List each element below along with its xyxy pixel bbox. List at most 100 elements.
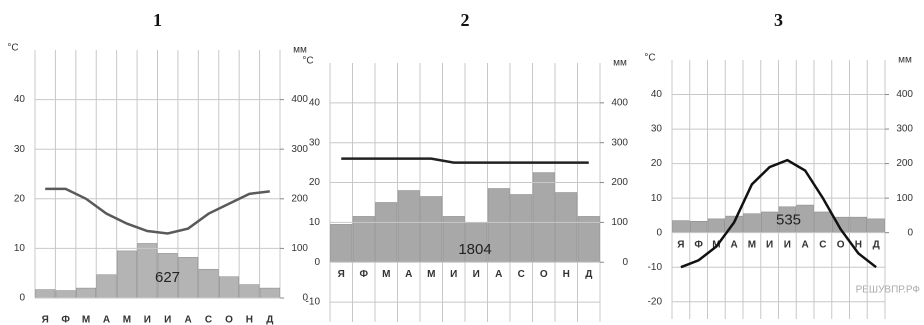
y2-tick-label: 400 bbox=[896, 89, 913, 100]
precip-bar bbox=[577, 216, 600, 263]
y-tick-label: 0 bbox=[19, 293, 25, 304]
y2-axis-label: мм bbox=[293, 45, 307, 56]
y-tick-label: -10 bbox=[648, 262, 663, 273]
y-tick-label: 20 bbox=[14, 193, 26, 204]
x-tick-label: Д bbox=[873, 239, 880, 250]
precip-bar bbox=[397, 190, 420, 263]
y2-tick-label: 100 bbox=[896, 193, 913, 204]
precip-total: 535 bbox=[776, 212, 801, 229]
y2-tick-label: 200 bbox=[896, 158, 913, 169]
y2-tick-label: 200 bbox=[291, 193, 308, 204]
y-tick-label: 10 bbox=[651, 193, 663, 204]
temperature-line bbox=[45, 187, 270, 235]
precip-bar bbox=[178, 257, 199, 299]
precip-bar bbox=[690, 221, 708, 233]
precip-bar bbox=[707, 218, 725, 233]
x-tick-label: М bbox=[748, 239, 756, 250]
watermark: РЕШУВПР.РФ bbox=[856, 285, 921, 296]
y-tick-label: 20 bbox=[651, 158, 663, 169]
precip-bar bbox=[849, 216, 867, 233]
y-tick-label: 40 bbox=[309, 97, 321, 108]
precip-bar bbox=[420, 196, 443, 263]
y-tick-label: -10 bbox=[306, 297, 321, 308]
x-tick-label: Ф bbox=[359, 269, 368, 280]
precip-bar bbox=[672, 220, 690, 233]
x-tick-label: И bbox=[144, 315, 151, 325]
x-tick-label: С bbox=[819, 239, 826, 250]
y2-axis-label: мм bbox=[613, 58, 627, 69]
precip-bar bbox=[219, 276, 239, 299]
precip-bar bbox=[867, 218, 885, 233]
y-tick-label: -20 bbox=[648, 296, 663, 307]
precip-bar bbox=[76, 287, 97, 299]
y2-tick-label: 100 bbox=[291, 243, 308, 254]
precip-bar bbox=[239, 284, 260, 299]
precip-bar bbox=[55, 290, 76, 299]
temperature-line bbox=[680, 158, 877, 269]
x-tick-label: И bbox=[473, 269, 480, 280]
precip-bar bbox=[116, 250, 137, 299]
chart-title: 1 bbox=[153, 10, 162, 30]
x-tick-label: И bbox=[450, 269, 457, 280]
x-tick-label: С bbox=[205, 315, 212, 325]
x-tick-label: Н bbox=[855, 239, 862, 250]
x-tick-label: Я bbox=[677, 239, 684, 250]
y2-tick-label: 0 bbox=[907, 227, 913, 238]
precip-total: 1804 bbox=[458, 241, 491, 258]
x-tick-label: И bbox=[766, 239, 773, 250]
y-tick-label: 30 bbox=[309, 137, 321, 148]
y-axis-label: °C bbox=[302, 56, 313, 67]
x-tick-label: О bbox=[540, 269, 548, 280]
y2-tick-label: 100 bbox=[611, 217, 628, 228]
y2-tick-label: 0 bbox=[622, 257, 628, 268]
x-tick-label: И bbox=[164, 315, 171, 325]
y-tick-label: 0 bbox=[314, 257, 320, 268]
x-tick-label: Н bbox=[246, 315, 253, 325]
y2-tick-label: 0 bbox=[302, 293, 308, 304]
y-tick-label: 40 bbox=[14, 94, 26, 105]
precip-bar bbox=[743, 213, 761, 233]
precip-total: 627 bbox=[155, 269, 180, 286]
y-tick-label: 10 bbox=[14, 243, 26, 254]
x-tick-label: А bbox=[495, 269, 502, 280]
precip-bar bbox=[532, 172, 555, 263]
x-tick-label: С bbox=[518, 269, 525, 280]
x-tick-label: О bbox=[225, 315, 233, 325]
precip-bar bbox=[352, 216, 375, 263]
x-tick-label: Д bbox=[266, 315, 273, 325]
x-tick-label: М bbox=[427, 269, 435, 280]
x-tick-label: Ф bbox=[61, 315, 70, 325]
precip-bar bbox=[330, 224, 353, 263]
y2-tick-label: 300 bbox=[611, 137, 628, 148]
y-tick-label: 0 bbox=[656, 227, 662, 238]
y-tick-label: 30 bbox=[14, 144, 26, 155]
x-tick-label: А bbox=[185, 315, 192, 325]
y-axis-label: °C bbox=[644, 53, 655, 64]
precip-bar bbox=[35, 289, 56, 299]
x-tick-label: Ф bbox=[694, 239, 703, 250]
chart-title: 3 bbox=[774, 10, 783, 30]
x-tick-label: А bbox=[731, 239, 738, 250]
x-tick-label: А bbox=[103, 315, 110, 325]
y2-tick-label: 300 bbox=[896, 124, 913, 135]
x-tick-label: М bbox=[82, 315, 90, 325]
x-tick-label: Н bbox=[563, 269, 570, 280]
y2-tick-label: 400 bbox=[611, 97, 628, 108]
y-tick-label: 30 bbox=[651, 124, 663, 135]
y2-tick-label: 300 bbox=[291, 144, 308, 155]
precip-bar bbox=[375, 202, 398, 263]
y-tick-label: 10 bbox=[309, 217, 321, 228]
x-tick-label: И bbox=[784, 239, 791, 250]
y2-axis-label: мм bbox=[898, 55, 912, 66]
x-tick-label: М bbox=[382, 269, 390, 280]
x-tick-label: О bbox=[837, 239, 845, 250]
x-tick-label: Я bbox=[42, 315, 49, 325]
x-tick-label: А bbox=[802, 239, 809, 250]
y-tick-label: 20 bbox=[309, 177, 321, 188]
precip-bar bbox=[259, 287, 280, 299]
y2-tick-label: 200 bbox=[611, 177, 628, 188]
y-axis-label: °C bbox=[7, 43, 18, 54]
precip-bar bbox=[510, 194, 533, 263]
x-tick-label: М bbox=[123, 315, 131, 325]
